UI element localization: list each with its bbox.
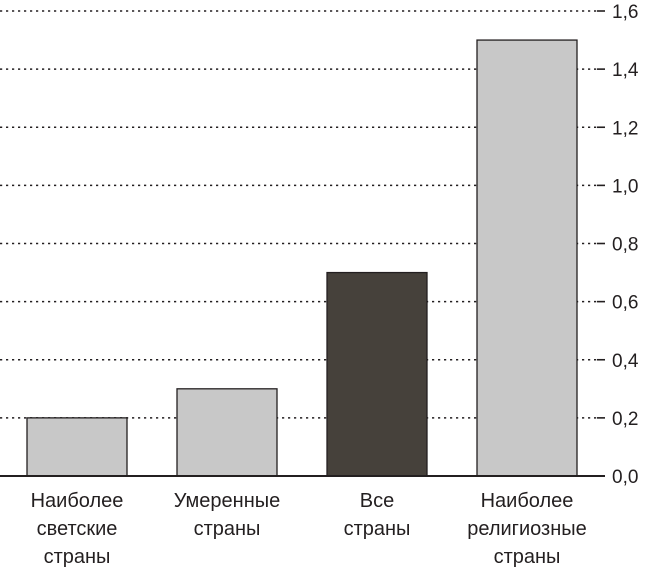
bar [476, 39, 578, 477]
y-tick-label: 0,8 [612, 235, 638, 256]
y-tick-label: 0,6 [612, 293, 638, 314]
y-tick-label: 1,4 [612, 60, 639, 81]
category-label: Умеренные [174, 490, 281, 512]
bar [176, 388, 278, 477]
y-tick-label: 1,2 [612, 118, 638, 139]
y-tick-label: 0,2 [612, 409, 638, 430]
category-label: религиозные [467, 518, 587, 540]
bar [26, 417, 128, 477]
y-axis: 0,0 0,2 0,4 0,6 0,8 1,0 1,2 1,4 1,6 [0, 2, 639, 488]
category-label: страны [44, 546, 111, 568]
category-label: страны [494, 546, 561, 568]
y-tick-label: 0,4 [612, 351, 639, 372]
y-tick-label: 0,0 [612, 467, 638, 488]
category-label: светские [37, 518, 118, 540]
category-label: Наиболее [481, 490, 574, 512]
bar [326, 271, 428, 477]
category-label: Наиболее [31, 490, 124, 512]
bars [26, 39, 578, 477]
category-labels: Наиболее светские страны Умеренные страны Все… [31, 490, 587, 568]
category-label: Все [360, 490, 394, 512]
y-tick-label: 1,6 [612, 2, 638, 23]
y-tick-label: 1,0 [612, 176, 638, 197]
category-label: страны [344, 518, 411, 540]
category-label: страны [194, 518, 261, 540]
